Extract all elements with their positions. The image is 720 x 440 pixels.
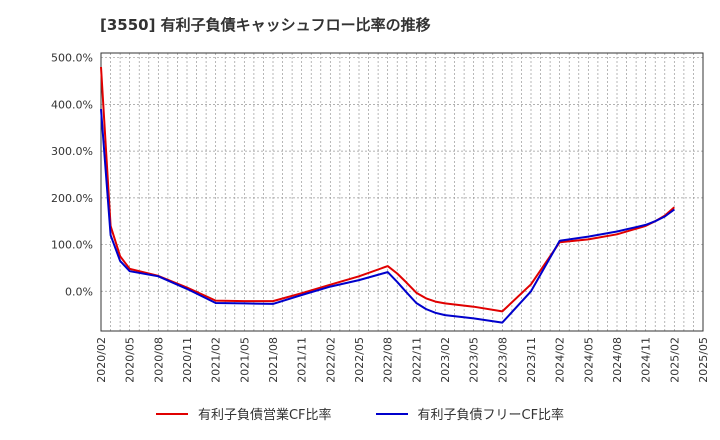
y-tick-label: 100.0% (51, 239, 93, 252)
x-tick-label: 2023/11 (525, 337, 538, 383)
x-tick-label: 2024/08 (611, 337, 624, 383)
x-tick-label: 2020/02 (95, 337, 108, 383)
x-tick-label: 2022/02 (324, 337, 337, 383)
legend-swatch-blue (375, 412, 408, 415)
legend-swatch-red (155, 412, 188, 415)
x-tick-label: 2024/05 (582, 337, 595, 383)
x-tick-label: 2021/08 (267, 337, 280, 383)
x-tick-label: 2021/11 (296, 337, 309, 383)
y-tick-label: 500.0% (51, 52, 93, 65)
x-tick-label: 2022/11 (410, 337, 423, 383)
x-tick-label: 2025/02 (668, 337, 681, 383)
axes: 0.0% 100.0% 200.0% 300.0% 400.0% 500.0% 2020/0… (51, 52, 710, 383)
plot-frame (100, 52, 704, 332)
legend: 有利子負債営業CF比率 有利子負債フリーCF比率 (0, 404, 720, 423)
y-tick-label: 400.0% (51, 98, 93, 111)
y-tick-label: 0.0% (65, 285, 93, 298)
legend-item-free-cf: 有利子負債フリーCF比率 (375, 404, 565, 423)
x-tick-label: 2023/08 (496, 337, 509, 383)
legend-label-free-cf: 有利子負債フリーCF比率 (417, 408, 565, 423)
y-tick-label: 300.0% (51, 145, 93, 158)
grid (100, 53, 704, 331)
x-tick-label: 2023/05 (468, 337, 481, 383)
x-tick-label: 2024/02 (554, 337, 567, 383)
series-layer (100, 66, 675, 324)
x-tick-label: 2021/05 (238, 337, 251, 383)
x-tick-label: 2021/02 (210, 337, 223, 383)
x-tick-label: 2022/05 (353, 337, 366, 383)
x-tick-label: 2023/02 (439, 337, 452, 383)
chart-title: [3550] 有利子負債キャッシュフロー比率の推移 (100, 16, 431, 34)
x-tick-label: 2025/05 (697, 337, 710, 383)
x-tick-label: 2020/08 (152, 337, 165, 383)
x-tick-label: 2020/05 (124, 337, 137, 383)
x-tick-label: 2024/11 (640, 337, 653, 383)
legend-label-operating-cf: 有利子負債営業CF比率 (197, 408, 332, 423)
x-tick-label: 2022/08 (382, 337, 395, 383)
legend-item-operating-cf: 有利子負債営業CF比率 (155, 404, 332, 423)
series-line-free-cf (100, 109, 675, 324)
y-tick-label: 200.0% (51, 192, 93, 205)
x-tick-label: 2020/11 (181, 337, 194, 383)
